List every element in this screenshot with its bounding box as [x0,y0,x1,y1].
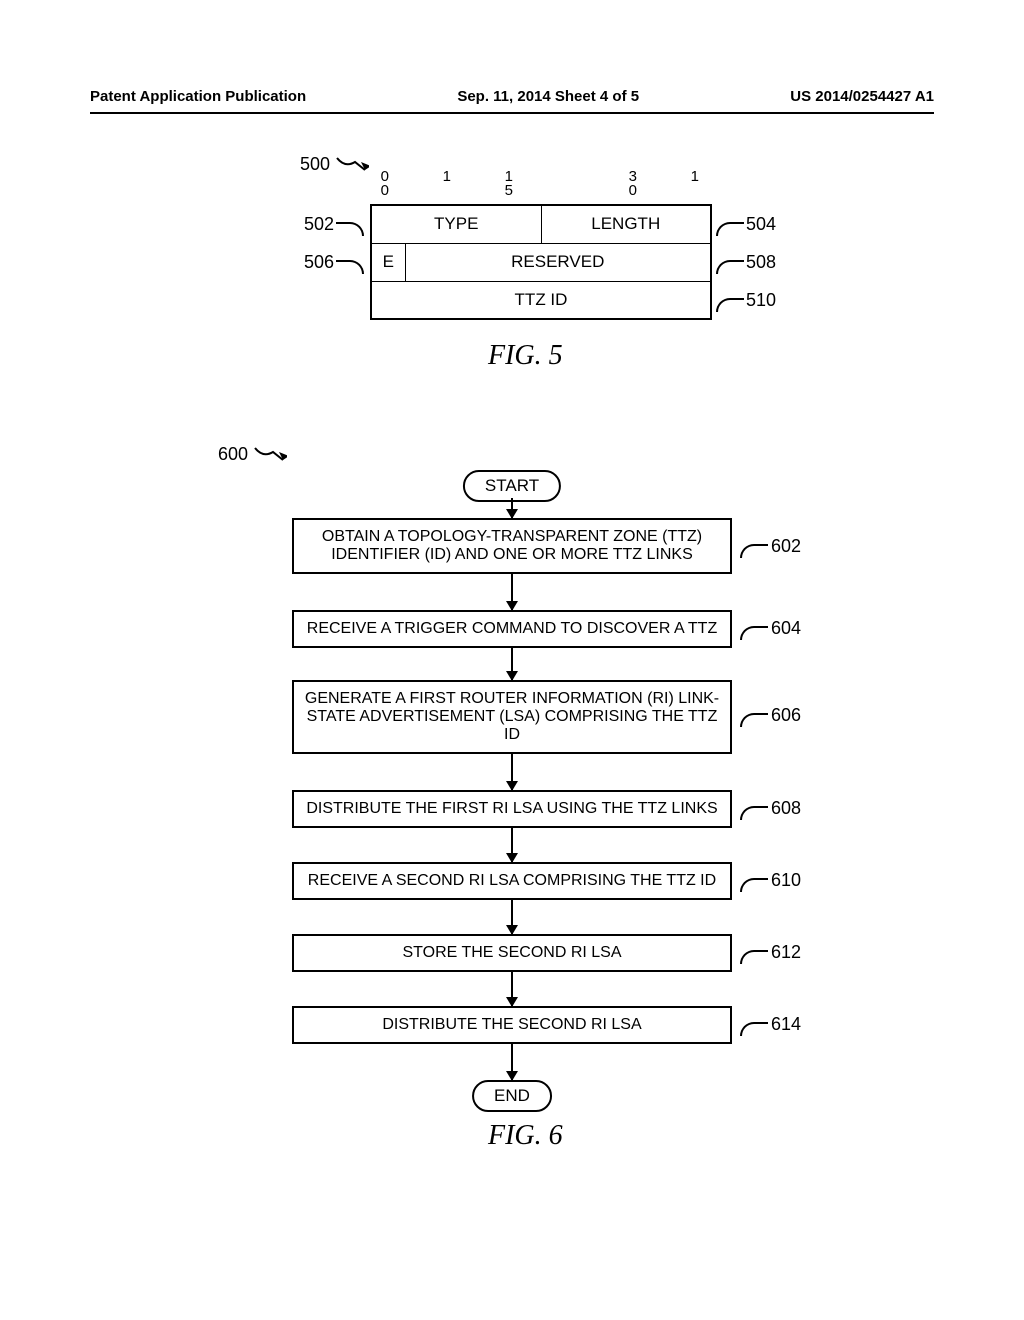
ref-602: 602 [740,536,801,557]
bit-31: 1 [680,170,710,198]
field-reserved: RESERVED [405,243,711,281]
fig6-caption: FIG. 6 [488,1120,563,1152]
end-terminator: END [472,1080,552,1112]
field-e: E [371,243,405,281]
ref-614: 614 [740,1014,801,1035]
ref-608: 608 [740,798,801,819]
flow-arrow [511,500,513,518]
field-ttz-id: TTZ ID [371,281,711,319]
step-610: RECEIVE A SECOND RI LSA COMPRISING THE T… [292,862,732,900]
step-614: DISTRIBUTE THE SECOND RI LSA [292,1006,732,1044]
field-length: LENGTH [541,205,711,243]
ref-506: 506 [304,252,364,273]
header-rule [90,112,934,114]
flow-arrow [511,750,513,790]
step-608: DISTRIBUTE THE FIRST RI LSA USING THE TT… [292,790,732,828]
bit-ruler: 0 0 1 1 5 3 0 1 [370,170,710,198]
ref-600: 600 [218,440,287,465]
ref-606: 606 [740,705,801,726]
bit-15: 1 5 [494,170,524,198]
flow-arrow [511,646,513,680]
flow-arrow [511,574,513,610]
fig5-caption: FIG. 5 [488,340,563,372]
bit-gap [556,170,586,198]
step-612: STORE THE SECOND RI LSA [292,934,732,972]
ref-612: 612 [740,942,801,963]
flow-arrow [511,826,513,862]
step-606: GENERATE A FIRST ROUTER INFORMATION (RI)… [292,680,732,754]
bit-1: 1 [432,170,462,198]
ref-500: 500 [300,150,369,175]
step-602: OBTAIN A TOPOLOGY-TRANSPARENT ZONE (TTZ)… [292,518,732,574]
tlv-table: TYPE LENGTH E RESERVED TTZ ID [370,204,712,320]
header-right: US 2014/0254427 A1 [790,88,934,105]
step-604: RECEIVE A TRIGGER COMMAND TO DISCOVER A … [292,610,732,648]
header-center: Sep. 11, 2014 Sheet 4 of 5 [457,88,639,105]
bit-30: 3 0 [618,170,648,198]
flow-arrow [511,970,513,1006]
ref-502: 502 [304,214,364,235]
bit-0: 0 0 [370,170,400,198]
ref-504: 504 [716,214,776,235]
ref-508: 508 [716,252,776,273]
page-header: Patent Application Publication Sep. 11, … [0,88,1024,111]
ref-610: 610 [740,870,801,891]
ref-510: 510 [716,290,776,311]
flow-arrow [511,1042,513,1080]
flow-arrow [511,898,513,934]
ref-604: 604 [740,618,801,639]
header-left: Patent Application Publication [90,88,306,105]
field-type: TYPE [371,205,541,243]
